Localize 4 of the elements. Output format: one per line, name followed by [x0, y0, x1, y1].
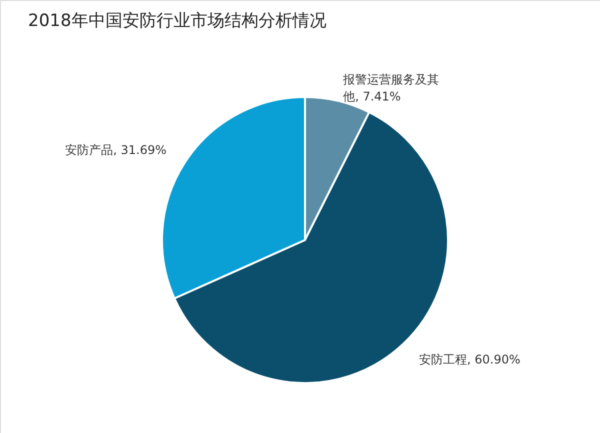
slice-label: 安防产品, 31.69% [65, 143, 167, 158]
chart-title: 2018年中国安防行业市场结构分析情况 [28, 11, 326, 31]
slice-label: 报警运营服务及其他, 7.41% [342, 72, 440, 104]
slice-label: 安防工程, 60.90% [419, 352, 520, 366]
